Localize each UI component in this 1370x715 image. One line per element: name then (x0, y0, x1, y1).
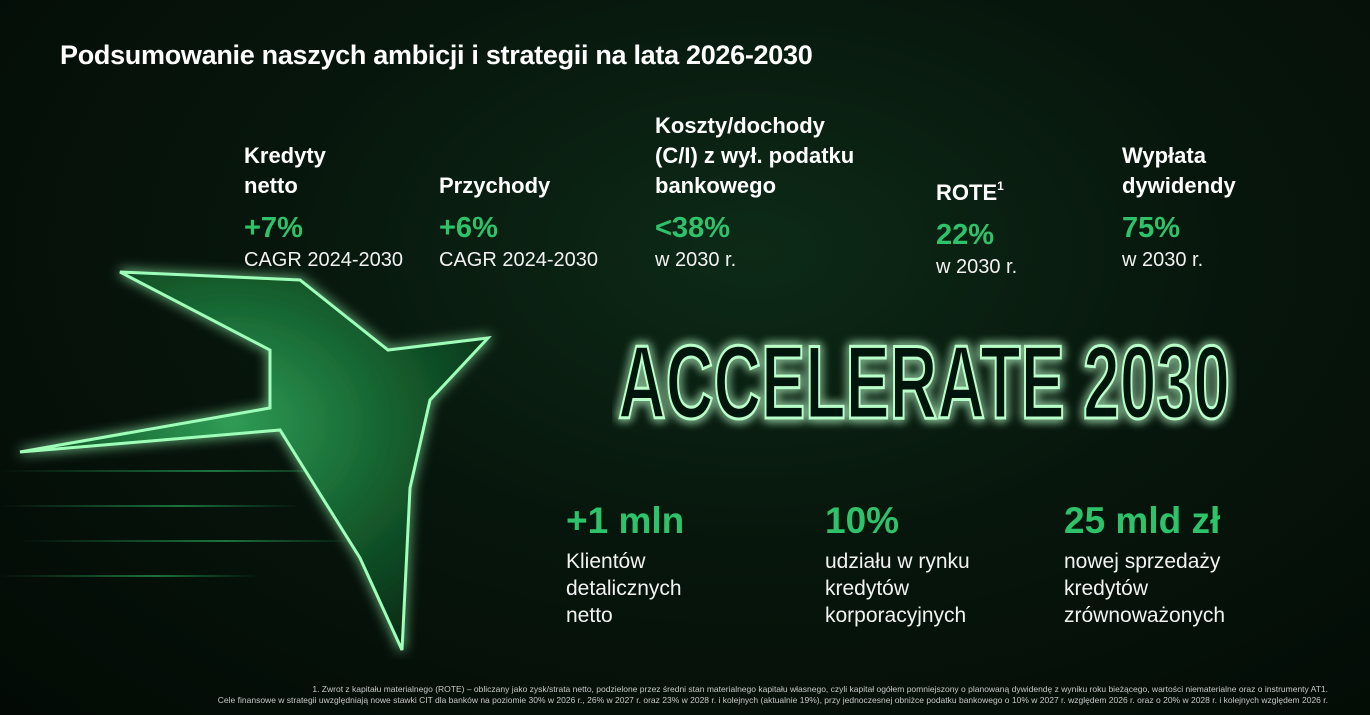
kpi-value: 75% (1122, 212, 1181, 244)
stat-sprzedaz: 25 mld zł nowej sprzedaży kredytów zrównow… (1064, 498, 1225, 629)
kpi-wyplata-dywidendy: Wypłata dywidendy 75% w 2030 r. (1122, 141, 1236, 273)
kpi-subtitle: w 2030 r. (655, 249, 737, 271)
footnote-rote: 1. Zwrot z kapitału materialnego (ROTE) … (312, 684, 1328, 694)
kpi-label: ROTE1 (936, 179, 1004, 205)
motion-streak (20, 540, 360, 542)
kpi-value: 22% (936, 219, 995, 251)
kpi-label: Koszty/dochody (C/I) z wył. podatku bankow… (655, 113, 855, 198)
stat-value: 10% (825, 500, 900, 541)
kpi-value: <38% (655, 212, 730, 244)
banner-text: ACCELERATE 2030 (618, 325, 1230, 438)
kpi-rote: ROTE1 22% w 2030 r. (936, 171, 1017, 280)
kpi-label: Przychody (439, 173, 551, 198)
motion-streak (0, 470, 360, 472)
stat-value: 25 mld zł (1064, 500, 1221, 541)
motion-streak (0, 505, 300, 507)
footnote-marker: 1 (997, 179, 1004, 193)
kpi-subtitle: CAGR 2024-2030 (439, 249, 598, 271)
accelerate-2030-banner: ACCELERATE 2030 (617, 324, 1232, 439)
kpi-label: Wypłata dywidendy (1122, 143, 1236, 198)
kpi-subtitle: w 2030 r. (936, 256, 1018, 278)
page-title: Podsumowanie naszych ambicji i strategii… (60, 40, 813, 70)
kpi-label: Kredyty netto (244, 143, 326, 198)
stat-value: +1 mln (566, 500, 685, 541)
stat-udzial-rynku: 10% udziału w rynku kredytów korporacyjnyc… (825, 498, 970, 629)
kpi-kredyty-netto: Kredyty netto +7% CAGR 2024-2030 (244, 141, 403, 273)
kpi-value: +6% (439, 212, 498, 244)
kpi-koszty-dochody: Koszty/dochody (C/I) z wył. podatku bankow… (655, 111, 854, 273)
stat-description: udziału w rynku kredytów korporacyjnych (825, 550, 970, 627)
footnotes: 1. Zwrot z kapitału materialnego (ROTE) … (38, 684, 1328, 706)
kpi-subtitle: CAGR 2024-2030 (244, 249, 403, 271)
stat-description: nowej sprzedaży kredytów zrównoważonych (1064, 550, 1226, 627)
stat-description: Klientów detalicznych netto (566, 550, 682, 627)
kpi-przychody: Przychody +6% CAGR 2024-2030 (439, 171, 598, 273)
bird-swoosh-icon (19, 270, 492, 651)
footnote-tax: Cele finansowe w strategii uwzględniają … (217, 695, 1328, 705)
kpi-subtitle: w 2030 r. (1122, 249, 1204, 271)
motion-streak (0, 575, 260, 577)
kpi-value: +7% (244, 212, 303, 244)
stat-klienci: +1 mln Klientów detalicznych netto (566, 498, 684, 629)
